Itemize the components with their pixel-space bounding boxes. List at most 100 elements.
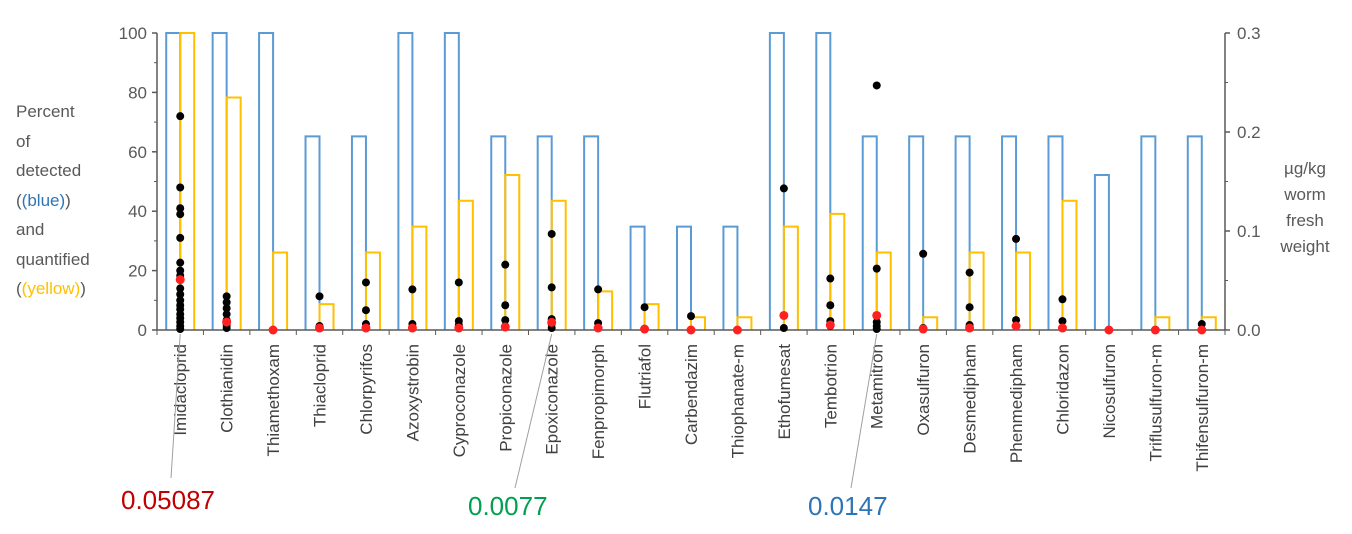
- black-point-imidacloprid: [176, 183, 185, 192]
- red-point-fenpropimorph: [593, 323, 603, 333]
- detected-bar-flutriafol: [629, 225, 646, 330]
- detected-bar-thiamethoxam: [258, 32, 275, 330]
- quantified-bar-azoxystrobin: [411, 225, 428, 330]
- left-tick-label: 80: [128, 83, 147, 102]
- quantified-bar-triflusulfuron-m: [1154, 316, 1171, 330]
- red-point-phenmedipham: [1011, 321, 1021, 331]
- category-label-azoxystrobin: Azoxystrobin: [403, 344, 422, 441]
- red-point-nicosulfuron: [1104, 325, 1114, 335]
- black-point-oxasulfuron: [919, 249, 928, 258]
- red-point-triflusulfuron-m: [1150, 325, 1160, 335]
- red-point-chloridazon: [1057, 323, 1067, 333]
- right-axis-title-line1: µg/kg: [1284, 159, 1326, 178]
- right-axis-title-line4: weight: [1280, 237, 1330, 256]
- quantified-bar-phenmedipham: [1015, 251, 1032, 330]
- black-point-chloridazon: [1058, 295, 1067, 304]
- red-point-thiacloprid: [315, 323, 325, 333]
- black-point-fenpropimorph: [594, 285, 603, 294]
- quantified-bar-desmedipham: [968, 251, 985, 330]
- detected-bar-chlorpyrifos: [350, 135, 367, 330]
- right-axis-title-line3: fresh: [1286, 211, 1324, 230]
- quantified-bar-carbendazim: [690, 316, 706, 330]
- detected-bar-fenpropimorph: [583, 135, 600, 330]
- detected-bar-oxasulfuron: [908, 135, 925, 330]
- category-label-flutriafol: Flutriafol: [636, 344, 655, 409]
- category-label-chlorpyrifos: Chlorpyrifos: [357, 344, 376, 435]
- right-tick-label: 0.3: [1237, 24, 1261, 43]
- black-point-propiconazole: [501, 260, 510, 269]
- category-label-chloridazon: Chloridazon: [1053, 344, 1072, 435]
- quantified-bar-imidacloprid: [179, 32, 196, 330]
- red-point-metamitron: [872, 310, 882, 320]
- left-axis-title: Percent of detected ((blue)) and quantif…: [16, 97, 90, 304]
- category-label-cyproconazole: Cyproconazole: [450, 344, 469, 457]
- quantified-bar-chlorpyrifos: [364, 251, 381, 330]
- category-label-ethofumesat: Ethofumesat: [775, 344, 794, 440]
- left-axis-title-yellow: (yellow): [21, 279, 81, 298]
- red-point-epoxiconazole: [547, 317, 557, 327]
- left-axis-title-line4: ((blue)): [16, 190, 71, 210]
- black-point-thiacloprid: [315, 292, 324, 301]
- quantified-bar-thiophanate-m: [736, 316, 753, 330]
- black-point-imidacloprid: [176, 284, 185, 293]
- category-label-oxasulfuron: Oxasulfuron: [914, 344, 933, 436]
- right-axis-title: µg/kg worm fresh weight: [1263, 156, 1347, 260]
- black-point-desmedipham: [965, 268, 974, 277]
- red-point-thifensulfuron-m: [1197, 325, 1207, 335]
- category-label-nicosulfuron: Nicosulfuron: [1100, 344, 1119, 439]
- category-label-imidacloprid: Imidacloprid: [171, 344, 190, 436]
- left-axis-title-line5: and: [16, 220, 45, 239]
- category-label-thifensulfuron-m: Thifensulfuron-m: [1193, 344, 1212, 472]
- black-point-tembotrion: [826, 301, 835, 310]
- category-label-desmedipham: Desmedipham: [961, 344, 980, 454]
- red-point-oxasulfuron: [918, 324, 928, 334]
- leader-line-metamitron: [850, 333, 878, 489]
- category-label-phenmedipham: Phenmedipham: [1007, 344, 1026, 463]
- black-point-metamitron: [872, 264, 881, 273]
- black-point-epoxiconazole: [547, 283, 556, 292]
- black-point-propiconazole: [501, 316, 510, 325]
- detected-bar-cyproconazole: [443, 32, 460, 330]
- category-label-thiophanate-m: Thiophanate-m: [728, 344, 747, 458]
- black-point-chlorpyrifos: [361, 278, 370, 287]
- left-tick-label: 40: [128, 202, 147, 221]
- leader-line-imidacloprid: [170, 333, 181, 479]
- detected-bar-ethofumesat: [768, 32, 785, 330]
- detected-bar-triflusulfuron-m: [1140, 135, 1157, 330]
- annotation-imidacloprid: 0.05087: [121, 485, 215, 515]
- left-axis-title-line2: of: [16, 131, 31, 151]
- category-label-triflusulfuron-m: Triflusulfuron-m: [1146, 344, 1165, 461]
- left-axis-title-blue: (blue): [21, 190, 66, 210]
- black-point-chloridazon: [1058, 317, 1067, 326]
- black-point-ethofumesat: [779, 184, 788, 193]
- quantified-bar-chloridazon: [1061, 199, 1078, 330]
- black-point-metamitron: [872, 81, 881, 90]
- black-point-metamitron: [872, 325, 881, 334]
- left-axis-title-line6: quantified: [16, 249, 90, 269]
- red-point-tembotrion: [825, 320, 835, 330]
- red-point-clothianidin: [222, 317, 232, 327]
- black-point-imidacloprid: [176, 204, 185, 213]
- quantified-bar-ethofumesat: [782, 225, 799, 330]
- tick-labels: 0 20 40 60 80 100 0.0 0.1 0.2 0.3: [119, 24, 1261, 340]
- right-tick-label: 0.2: [1237, 123, 1261, 142]
- quantified-bar-oxasulfuron: [922, 316, 939, 330]
- red-point-cyproconazole: [454, 323, 464, 333]
- black-point-propiconazole: [501, 301, 510, 310]
- black-point-carbendazim: [687, 312, 695, 321]
- black-point-imidacloprid: [176, 210, 185, 219]
- category-label-propiconazole: Propiconazole: [496, 344, 515, 452]
- quantified-bar-clothianidin: [225, 96, 242, 330]
- detected-bar-desmedipham: [954, 135, 971, 330]
- red-point-ethofumesat: [779, 310, 789, 320]
- detected-bar-nicosulfuron: [1093, 173, 1110, 330]
- left-tick-label: 20: [128, 262, 147, 281]
- red-point-chlorpyrifos: [361, 323, 371, 333]
- detected-bar-carbendazim: [676, 225, 692, 330]
- detected-bar-tembotrion: [815, 32, 832, 330]
- black-point-azoxystrobin: [408, 285, 417, 294]
- red-point-azoxystrobin: [407, 323, 417, 333]
- left-axis-title-line3: detected: [16, 161, 82, 180]
- quantified-bar-metamitron: [875, 251, 892, 330]
- black-point-clothianidin: [222, 292, 231, 301]
